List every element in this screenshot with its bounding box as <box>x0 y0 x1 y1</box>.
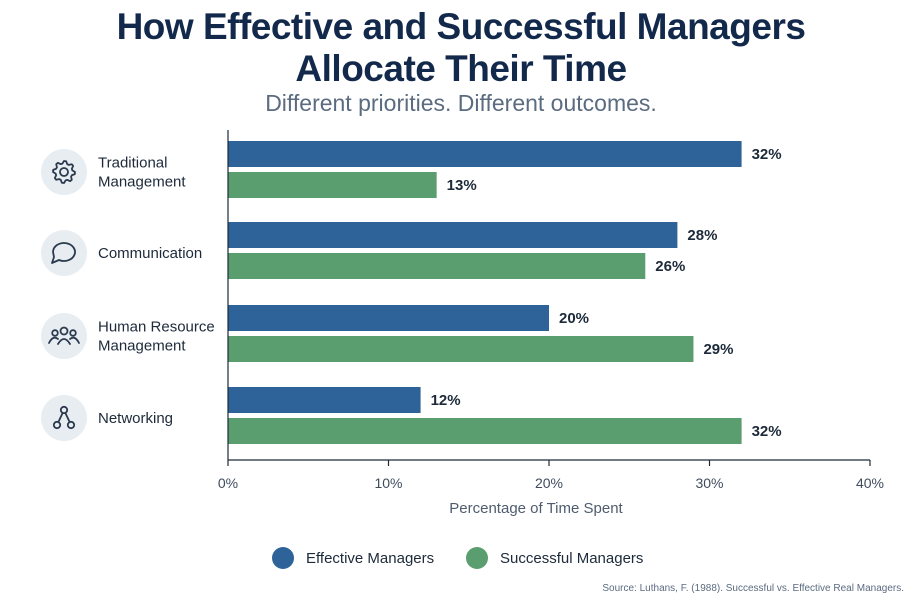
speech-bubble-icon <box>41 230 87 276</box>
x-tick-label-1: 10% <box>374 475 402 491</box>
value-label-effective-1: 28% <box>687 227 717 244</box>
value-label-effective-0: 32% <box>752 146 782 163</box>
chart-title-line-1: How Effective and Successful Managers <box>116 6 806 47</box>
legend: Effective Managers Successful Managers <box>272 547 643 569</box>
bars: 32% 28% 20% 12% 13% 26% 29% 32% <box>228 141 782 444</box>
value-label-effective-3: 12% <box>431 392 461 409</box>
value-label-effective-2: 20% <box>559 310 589 327</box>
x-axis-title: Percentage of Time Spent <box>449 500 623 517</box>
icon-badge <box>41 313 87 359</box>
bar-successful-3 <box>228 418 742 444</box>
gear-icon <box>41 149 87 195</box>
x-tick-label-2: 20% <box>535 475 563 491</box>
category-label-1-line-0: Communication <box>98 245 202 262</box>
chart-title-line-2: Allocate Their Time <box>295 48 627 89</box>
category-label-0-line-0: Traditional <box>98 155 167 172</box>
value-label-successful-2: 29% <box>703 341 733 358</box>
legend-swatch-1 <box>466 547 488 569</box>
bar-effective-3 <box>228 387 421 413</box>
category-label-0-line-1: Management <box>98 174 186 191</box>
people-group-icon <box>41 313 87 359</box>
legend-label-1: Successful Managers <box>500 550 643 567</box>
category-label-2-line-0: Human Resource <box>98 319 215 336</box>
icon-badge <box>41 395 87 441</box>
network-nodes-icon <box>41 395 87 441</box>
source-note: Source: Luthans, F. (1988). Successful v… <box>602 583 904 594</box>
category-labels: Traditional Management Communication Human … <box>98 155 215 428</box>
value-label-successful-3: 32% <box>752 423 782 440</box>
legend-label-0: Effective Managers <box>306 550 434 567</box>
value-label-successful-0: 13% <box>447 177 477 194</box>
chart-subtitle: Different priorities. Different outcomes… <box>265 90 657 116</box>
legend-swatch-0 <box>272 547 294 569</box>
bar-successful-2 <box>228 336 694 362</box>
bar-effective-1 <box>228 222 678 248</box>
bar-successful-0 <box>228 172 437 198</box>
category-icons <box>41 149 87 441</box>
icon-badge <box>41 149 87 195</box>
chart-title: How Effective and Successful Managers Al… <box>0 6 922 90</box>
legend-item-successful: Successful Managers <box>466 547 643 569</box>
value-label-successful-1: 26% <box>655 258 685 275</box>
x-tick-label-4: 40% <box>856 475 884 491</box>
bar-effective-2 <box>228 305 549 331</box>
x-tick-label-3: 30% <box>695 475 723 491</box>
category-label-3-line-0: Networking <box>98 410 173 427</box>
bar-successful-1 <box>228 253 646 279</box>
legend-item-effective: Effective Managers <box>272 547 434 569</box>
category-label-2-line-1: Management <box>98 338 186 355</box>
bar-effective-0 <box>228 141 742 167</box>
icon-badge <box>41 230 87 276</box>
x-tick-label-0: 0% <box>218 475 238 491</box>
x-axis: 0% 10% 20% 30% 40% Percentage of Time Spent <box>218 130 884 517</box>
